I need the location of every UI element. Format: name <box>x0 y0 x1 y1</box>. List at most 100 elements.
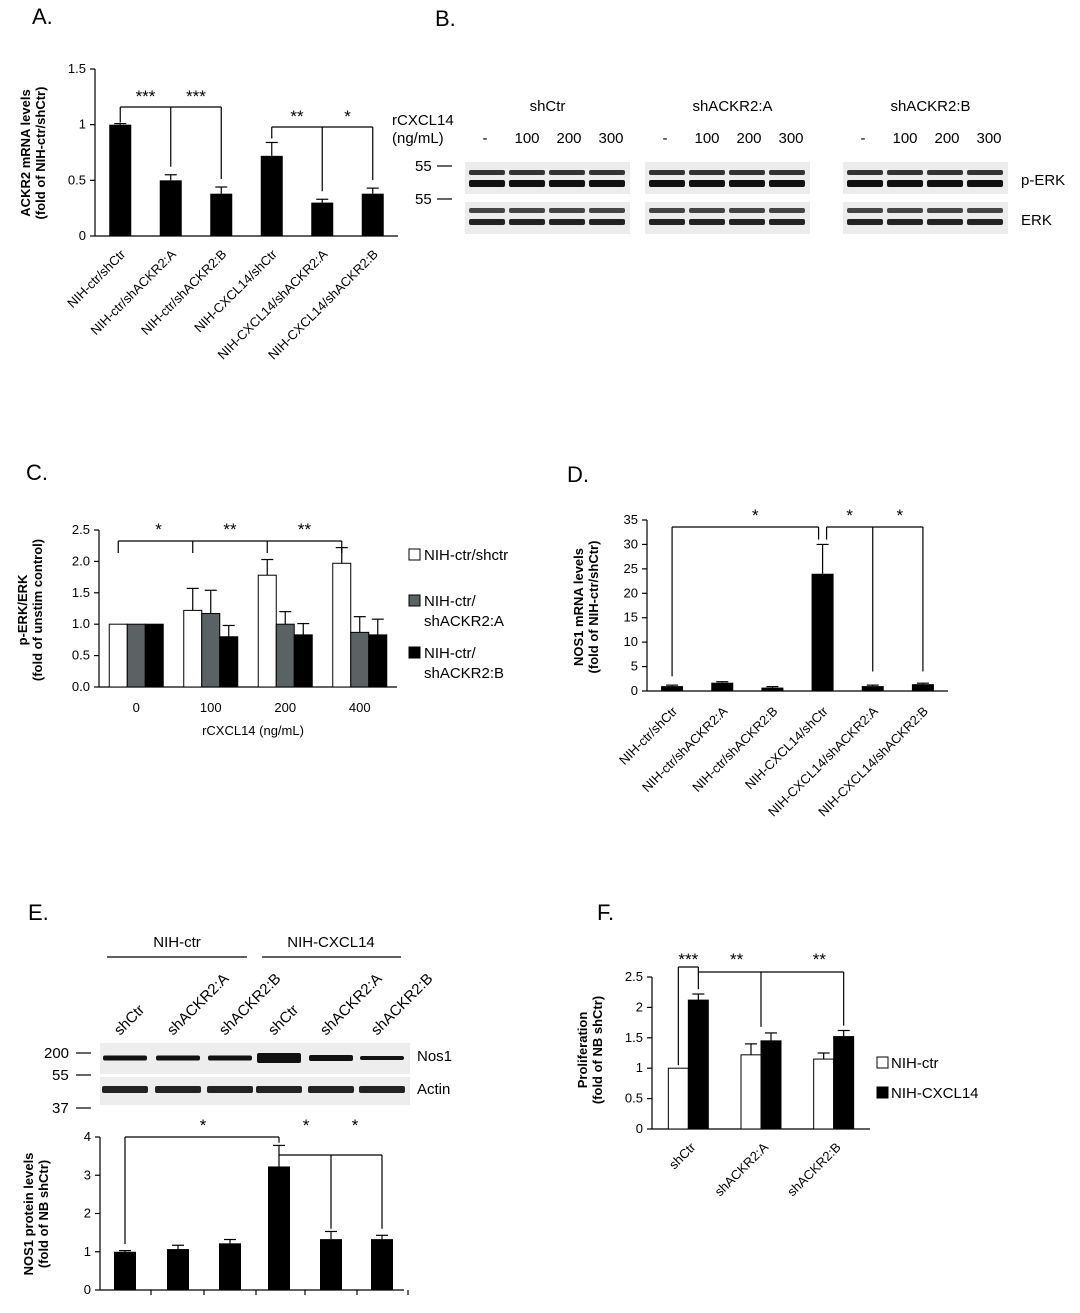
d-y-tick-label: 0 <box>631 683 638 698</box>
a-y-label-2: (fold of NIH-ctr/shCtr) <box>33 87 48 220</box>
b-blot-strip-p-erk <box>465 162 630 194</box>
c-bar <box>219 636 239 688</box>
a-bar <box>109 124 132 236</box>
b-band <box>469 219 505 225</box>
c-sig-label: * <box>155 520 162 539</box>
c-y-tick-label: 1.5 <box>72 585 90 600</box>
c-legend-label: NIH-ctr/ <box>424 645 476 662</box>
c-x-tick-label: 0 <box>133 700 140 715</box>
panel-label-e: E. <box>28 900 49 925</box>
b-treatment-unit: (ng/mL) <box>392 130 444 147</box>
f-y-tick-label: 2 <box>636 999 643 1014</box>
d-x-tick-label: NIH-CXCL14/shCtr <box>742 703 831 792</box>
f-y-tick-label: 1.5 <box>625 1030 643 1045</box>
b-band <box>689 219 725 225</box>
b-lane-label: 200 <box>556 130 581 147</box>
b-blot-strip-erk <box>843 202 1008 234</box>
e-bar <box>320 1239 342 1290</box>
b-band <box>967 170 1003 175</box>
b-band <box>769 170 805 175</box>
panel-a-chart: 0 0.5 1 1.5 ACKR2 mRNA levels (fold of NIH-ct… <box>18 61 398 362</box>
d-y-tick-label: 20 <box>624 585 638 600</box>
f-legend-swatch <box>876 1056 889 1069</box>
e-sig-label: * <box>200 1116 207 1135</box>
e-band <box>256 1086 302 1093</box>
b-lane-label: - <box>663 130 668 147</box>
b-band <box>469 208 505 213</box>
c-y-label: p-ERK/ERK <box>15 574 30 645</box>
c-bar <box>350 631 370 688</box>
d-x-tick-label: NIH-ctr/shACKR2:B <box>689 704 780 795</box>
d-sig-label: * <box>846 506 853 525</box>
b-band <box>887 219 923 225</box>
c-sig-label: ** <box>223 520 237 539</box>
b-band <box>927 208 963 213</box>
f-legend-swatch <box>876 1086 889 1099</box>
panel-label-c: C. <box>26 460 48 485</box>
e-row-label-nos1: Nos1 <box>417 1048 452 1065</box>
a-x-tick-label: NIH-ctr/shACKR2:B <box>138 247 229 338</box>
b-lane-label: 100 <box>694 130 719 147</box>
b-blot-strip-p-erk <box>645 162 810 194</box>
e-bar <box>219 1243 241 1290</box>
b-band <box>649 180 685 187</box>
a-y-tick-label: 0 <box>79 228 86 243</box>
e-band <box>360 1056 404 1060</box>
b-band <box>729 219 765 225</box>
b-lane-label: 200 <box>736 130 761 147</box>
b-blot-strip-erk <box>645 202 810 234</box>
a-bar <box>210 193 233 236</box>
f-sig-label: ** <box>730 950 744 969</box>
b-lane-label: 200 <box>934 130 959 147</box>
d-sig-label: * <box>897 506 904 525</box>
d-y-tick-label: 15 <box>624 610 638 625</box>
c-legend-label: shACKR2:B <box>424 665 504 682</box>
c-bar <box>368 634 388 688</box>
f-y-tick-label: 2.5 <box>625 969 643 984</box>
b-band <box>769 208 805 213</box>
c-legend-label: NIH-ctr/ <box>424 593 476 610</box>
c-y-label-2: (fold of unstim control) <box>30 539 45 681</box>
c-bar <box>293 634 313 688</box>
e-group-label: NIH-ctr <box>153 934 201 951</box>
c-bar <box>257 574 277 688</box>
e-band <box>156 1055 200 1061</box>
b-band <box>927 180 963 187</box>
d-bar <box>711 682 734 691</box>
f-y-tick-label: 0 <box>636 1121 643 1136</box>
e-y-tick-label: 4 <box>84 1129 91 1144</box>
b-band <box>887 170 923 175</box>
d-y-tick-label: 5 <box>631 659 638 674</box>
e-y-tick-label: 3 <box>84 1167 91 1182</box>
panel-label-b: B. <box>435 6 456 31</box>
f-legend-label: NIH-ctr <box>891 1055 939 1072</box>
c-legend-swatch <box>408 646 421 659</box>
f-y-label: Proliferation <box>575 1012 590 1089</box>
a-bar <box>159 180 182 236</box>
f-y-label-2: (fold of NB shCtr) <box>590 996 605 1104</box>
a-y-tick-label: 1 <box>79 117 86 132</box>
e-group-label: NIH-CXCL14 <box>287 934 375 951</box>
b-band <box>549 219 585 225</box>
f-x-tick-label: shACKR2:A <box>711 1139 771 1199</box>
b-band <box>967 180 1003 187</box>
b-band <box>589 219 625 225</box>
panel-label-f: F. <box>597 900 614 925</box>
e-lane-label: shCtr <box>265 1001 302 1038</box>
b-band <box>967 208 1003 213</box>
c-bar <box>108 623 128 688</box>
e-band <box>257 1053 301 1063</box>
b-marker-label: 55 <box>415 158 432 175</box>
b-band <box>689 180 725 187</box>
e-y-tick-label: 0 <box>84 1282 91 1297</box>
b-band <box>847 170 883 175</box>
d-y-tick-label: 10 <box>624 634 638 649</box>
b-band <box>549 180 585 187</box>
f-bar <box>833 1036 855 1130</box>
c-y-tick-label: 2.0 <box>72 553 90 568</box>
c-legend-swatch <box>408 548 421 561</box>
c-y-tick-label: 1.0 <box>72 616 90 631</box>
b-band <box>847 208 883 213</box>
b-row-label-p-erk: p-ERK <box>1021 172 1065 189</box>
